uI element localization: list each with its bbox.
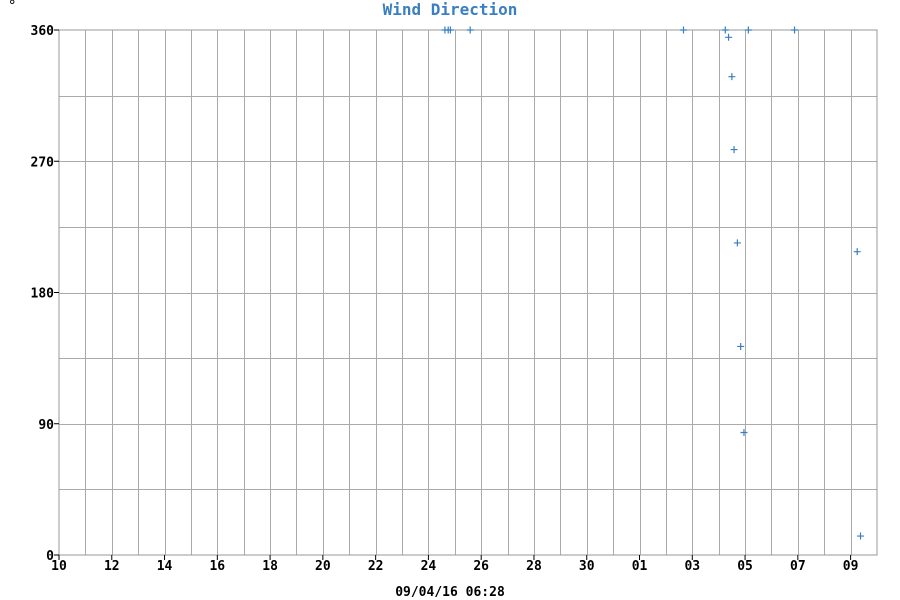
grid — [59, 30, 877, 555]
data-point-marker — [857, 532, 865, 540]
data-point-marker — [791, 26, 799, 34]
y-axis-unit-label: ° — [8, 0, 16, 14]
x-tick-label: 14 — [157, 559, 173, 574]
y-tick-label: 0 — [46, 549, 54, 564]
x-tick-label: 20 — [315, 559, 331, 574]
x-tick-label: 12 — [104, 559, 120, 574]
x-tick-label: 30 — [579, 559, 595, 574]
data-point-marker — [737, 342, 745, 350]
x-tick-label: 24 — [421, 559, 437, 574]
data-point-marker — [728, 73, 736, 81]
x-tick-label: 16 — [209, 559, 225, 574]
plot-frame — [58, 29, 878, 556]
x-tick-label: 22 — [368, 559, 384, 574]
x-axis-ticks: 10 12 14 16 18 20 22 24 26 28 30 01 03 05 07 09 — [51, 555, 858, 574]
x-tick-label: 01 — [632, 559, 648, 574]
chart-title: Wind Direction — [383, 0, 518, 19]
x-tick-label: 03 — [684, 559, 700, 574]
data-point-marker — [721, 26, 729, 34]
data-point-marker — [466, 26, 474, 34]
y-tick-label: 270 — [31, 155, 55, 170]
x-tick-label: 09 — [843, 559, 859, 574]
x-tick-label: 10 — [51, 559, 67, 574]
data-point-marker — [730, 146, 738, 154]
data-point-marker — [740, 429, 748, 436]
x-axis-timestamp-label: 09/04/16 06:28 — [395, 585, 505, 600]
data-point-marker — [853, 248, 861, 256]
x-tick-label: 26 — [473, 559, 489, 574]
data-point-marker — [446, 26, 454, 34]
data-points — [441, 26, 865, 540]
y-tick-label: 360 — [31, 24, 55, 39]
data-point-marker — [725, 33, 733, 41]
y-axis-ticks: 0 90 180 270 360 — [31, 24, 59, 564]
x-tick-label: 18 — [262, 559, 278, 574]
data-point-marker — [679, 26, 687, 34]
data-point-marker — [744, 26, 752, 34]
x-tick-label: 05 — [737, 559, 753, 574]
data-point-marker — [733, 239, 741, 247]
x-tick-label: 28 — [526, 559, 542, 574]
y-tick-label: 180 — [31, 287, 55, 302]
x-tick-label: 07 — [790, 559, 806, 574]
y-tick-label: 90 — [38, 418, 54, 433]
